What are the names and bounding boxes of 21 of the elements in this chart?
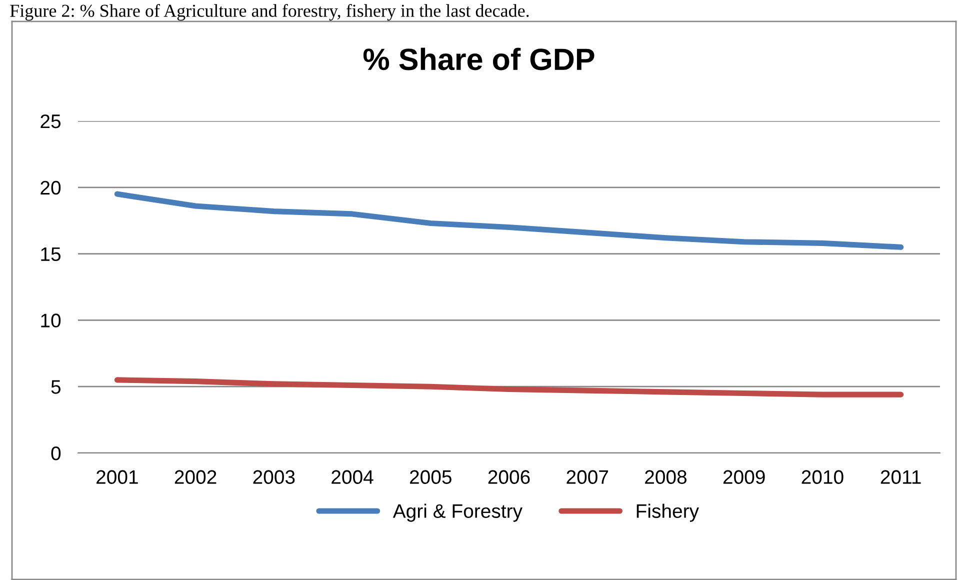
y-tick-label: 5 bbox=[51, 380, 61, 394]
x-tick-label: 2009 bbox=[723, 470, 765, 484]
x-tick-label: 2005 bbox=[410, 470, 452, 484]
y-tick-label: 20 bbox=[40, 180, 61, 195]
y-tick-label: 25 bbox=[40, 114, 61, 128]
x-tick-label: 2006 bbox=[488, 470, 530, 484]
caption: Figure 2: % Share of Agriculture and forestry, fishery in the last decade. bbox=[10, 4, 529, 21]
y-tick-label: 10 bbox=[41, 314, 61, 328]
legend-label: Fishery bbox=[636, 504, 699, 522]
y-tick-label: 0 bbox=[51, 446, 61, 460]
x-tick-label: 2003 bbox=[253, 470, 295, 484]
x-tick-label: 2001 bbox=[96, 470, 138, 484]
legend-label: Agri & Forestry bbox=[392, 504, 522, 522]
x-tick-label: 2007 bbox=[566, 470, 608, 484]
x-tick-label: 2004 bbox=[332, 470, 374, 484]
chart-title: % Share of GDP bbox=[363, 48, 594, 70]
x-tick-label: 2002 bbox=[174, 470, 216, 484]
x-tick-label: 2008 bbox=[645, 470, 687, 484]
x-tick-label: 2011 bbox=[880, 470, 921, 484]
x-tick-label: 2010 bbox=[802, 470, 844, 484]
y-tick-label: 15 bbox=[41, 247, 61, 262]
